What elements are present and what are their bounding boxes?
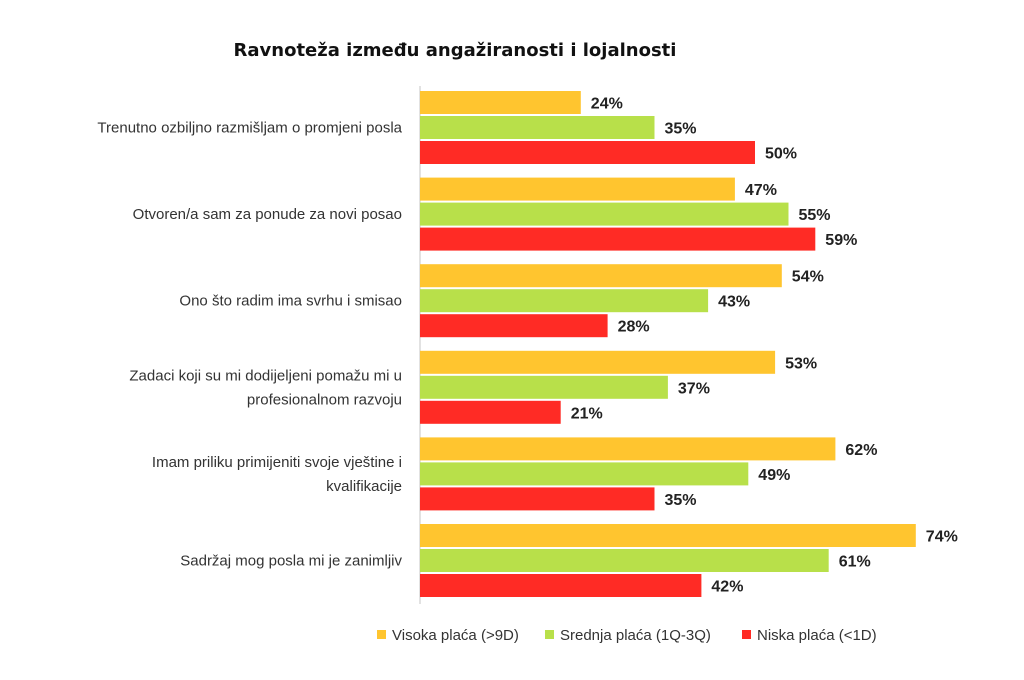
data-label: 28% <box>618 319 650 336</box>
bar <box>420 289 709 313</box>
category-label: Trenutno ozbiljno razmišljam o promjeni … <box>97 120 402 137</box>
bar <box>420 400 561 424</box>
bar <box>420 549 829 572</box>
data-label: 42% <box>711 579 743 596</box>
category-label: Sadržaj mog posla mi je zanimljiv <box>180 553 402 570</box>
legend-swatch <box>545 630 554 639</box>
bar <box>420 462 749 486</box>
data-label: 53% <box>785 355 817 372</box>
data-label: 24% <box>591 96 623 113</box>
bar <box>420 91 581 114</box>
data-label: 62% <box>845 442 877 459</box>
category-label: Imam priliku primijeniti svoje vještine … <box>152 454 402 495</box>
data-label: 49% <box>758 467 790 484</box>
category-label: Ono što radim ima svrhu i smisao <box>179 293 402 310</box>
bar <box>420 141 755 164</box>
category-label: Zadaci koji su mi dodijeljeni pomažu mi … <box>129 367 402 408</box>
data-label: 54% <box>792 269 824 286</box>
bar <box>420 202 789 226</box>
bar <box>420 350 776 374</box>
bar <box>420 227 816 251</box>
bar <box>420 314 608 338</box>
bar <box>420 574 702 597</box>
data-label: 43% <box>718 294 750 311</box>
legend-label: Niska plaća (<1D) <box>757 627 877 644</box>
data-label: 55% <box>799 207 831 224</box>
bar <box>420 116 655 139</box>
legend-label: Visoka plaća (>9D) <box>392 627 519 644</box>
chart-title: Ravnoteža između angažiranosti i lojalno… <box>234 40 677 61</box>
legend-label: Srednja plaća (1Q-3Q) <box>560 627 711 644</box>
data-label: 59% <box>825 232 857 249</box>
data-label: 61% <box>839 554 871 571</box>
legend-swatch <box>742 630 751 639</box>
bar <box>420 524 916 547</box>
data-label: 50% <box>765 146 797 163</box>
data-label: 21% <box>571 405 603 422</box>
bar <box>420 437 836 461</box>
data-label: 35% <box>665 121 697 138</box>
legend-swatch <box>377 630 386 639</box>
bar <box>420 487 655 511</box>
data-label: 47% <box>745 182 777 199</box>
data-label: 37% <box>678 380 710 397</box>
bar <box>420 264 782 288</box>
data-label: 74% <box>926 529 958 546</box>
legend: Visoka plaća (>9D) Srednja plaća (1Q-3Q) N… <box>377 627 877 644</box>
bar <box>420 177 735 201</box>
category-label: Otvoren/a sam za ponude za novi posao <box>133 206 402 223</box>
bar <box>420 375 668 399</box>
data-label: 35% <box>665 492 697 509</box>
